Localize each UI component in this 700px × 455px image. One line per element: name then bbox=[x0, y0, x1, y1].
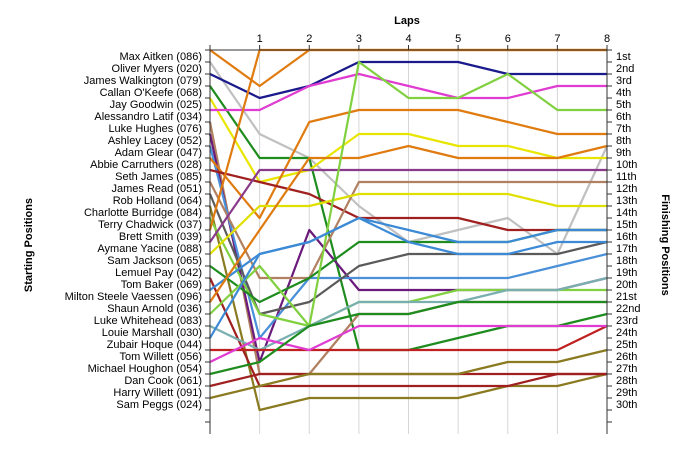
start-position-label: Tom Baker (069) bbox=[121, 279, 202, 291]
series-line bbox=[209, 324, 607, 363]
finish-position-label: 7th bbox=[616, 123, 631, 135]
x-tick-label: 4 bbox=[405, 33, 411, 45]
start-position-label: Max Aitken (086) bbox=[119, 51, 202, 63]
series-line bbox=[208, 205, 608, 412]
series-line bbox=[209, 144, 608, 303]
start-position-label: Adam Glear (047) bbox=[115, 147, 202, 159]
finish-position-label: 3rd bbox=[616, 75, 632, 87]
start-position-label: Brett Smith (039) bbox=[119, 231, 202, 243]
finish-position-label: 8th bbox=[616, 135, 631, 147]
finish-position-label: 2nd bbox=[616, 63, 634, 75]
finish-position-label: 12th bbox=[616, 183, 637, 195]
finish-position-label: 1st bbox=[616, 51, 631, 63]
series-line bbox=[209, 348, 608, 400]
finish-position-label: 9th bbox=[616, 147, 631, 159]
start-position-label: Shaun Arnold (036) bbox=[107, 303, 202, 315]
axis-layer: 1 2 3 4 5 6 7 8 Max Aitken (086)Oliver Myers (02… bbox=[65, 33, 640, 434]
finish-position-label: 6th bbox=[616, 111, 631, 123]
start-position-label: Sam Jackson (065) bbox=[107, 255, 202, 267]
series-line bbox=[209, 60, 607, 100]
finish-position-label: 29th bbox=[616, 387, 637, 399]
start-position-label: Luke Whitehead (083) bbox=[94, 315, 202, 327]
right-axis-title: Finishing Positions bbox=[659, 194, 671, 295]
finish-position-label: 10th bbox=[616, 159, 637, 171]
series-line bbox=[209, 168, 607, 243]
finish-position-label: 15th bbox=[616, 219, 637, 231]
x-tick-label: 7 bbox=[554, 33, 560, 45]
x-tick-label: 1 bbox=[257, 33, 263, 45]
x-tick-label: 8 bbox=[604, 33, 610, 45]
start-position-label: Seth James (085) bbox=[115, 171, 202, 183]
finish-position-label: 19th bbox=[616, 267, 637, 279]
start-position-label: Sam Peggs (024) bbox=[116, 399, 202, 411]
start-position-label: Alessandro Latif (034) bbox=[94, 111, 202, 123]
series-line bbox=[209, 180, 607, 280]
start-position-label: Tom Willett (056) bbox=[119, 351, 202, 363]
start-position-label: Louie Marshall (030) bbox=[102, 327, 202, 339]
series-line bbox=[209, 277, 607, 388]
finish-position-label: 26th bbox=[616, 351, 637, 363]
finish-position-label: 20th bbox=[616, 279, 637, 291]
series-line bbox=[208, 193, 608, 316]
start-position-label: Charlotte Burridge (084) bbox=[84, 207, 202, 219]
start-position-label: Rob Holland (064) bbox=[113, 195, 202, 207]
start-position-label: Abbie Carruthers (028) bbox=[90, 159, 202, 171]
start-position-label: Harry Willett (091) bbox=[113, 387, 202, 399]
finish-position-label: 23rd bbox=[616, 315, 638, 327]
finish-position-label: 4th bbox=[616, 87, 631, 99]
x-axis-title: Laps bbox=[394, 15, 420, 27]
finish-position-label: 11th bbox=[616, 171, 637, 183]
start-position-label: Jay Goodwin (025) bbox=[110, 99, 202, 111]
start-position-label: James Walkington (079) bbox=[84, 75, 202, 87]
finish-position-label: 24th bbox=[616, 327, 637, 339]
finish-position-label: 13th bbox=[616, 195, 637, 207]
start-position-label: Terry Chadwick (037) bbox=[98, 219, 202, 231]
x-tick-label: 6 bbox=[505, 33, 511, 45]
series-line bbox=[209, 97, 607, 184]
x-tick-label: 3 bbox=[356, 33, 362, 45]
start-position-label: Ashley Lacey (052) bbox=[108, 135, 202, 147]
series-line bbox=[209, 60, 607, 328]
finish-position-label: 18th bbox=[616, 255, 637, 267]
series-line bbox=[210, 72, 607, 112]
start-position-label: Oliver Myers (020) bbox=[112, 63, 202, 75]
start-position-label: Callan O'Keefe (068) bbox=[100, 87, 202, 99]
finish-position-label: 5th bbox=[616, 99, 631, 111]
x-tick-label: 2 bbox=[306, 33, 312, 45]
start-position-label: Zubair Hoque (044) bbox=[107, 339, 202, 351]
finish-position-label: 17th bbox=[616, 243, 637, 255]
finish-position-label: 27th bbox=[616, 363, 637, 375]
series-line bbox=[209, 216, 607, 339]
start-position-label: Michael Houghon (054) bbox=[88, 363, 202, 375]
finish-position-label: 21st bbox=[616, 291, 637, 303]
start-position-label: Dan Cook (061) bbox=[124, 375, 202, 387]
finish-position-label: 16th bbox=[616, 231, 637, 243]
finish-position-label: 14th bbox=[616, 207, 637, 219]
series-line bbox=[209, 300, 607, 376]
start-position-label: Lemuel Pay (042) bbox=[115, 267, 202, 279]
finish-position-label: 25th bbox=[616, 339, 637, 351]
x-tick-label: 5 bbox=[455, 33, 461, 45]
finish-position-label: 30th bbox=[616, 399, 637, 411]
finish-position-label: 22nd bbox=[616, 303, 640, 315]
start-position-label: Milton Steele Vaessen (096) bbox=[65, 291, 202, 303]
start-position-label: Aymane Yacine (088) bbox=[97, 243, 202, 255]
finish-position-label: 28th bbox=[616, 375, 637, 387]
series-layer bbox=[208, 48, 608, 412]
left-axis-title: Starting Positions bbox=[23, 198, 35, 292]
start-position-label: James Read (051) bbox=[112, 183, 203, 195]
start-position-label: Luke Hughes (076) bbox=[108, 123, 202, 135]
series-line bbox=[209, 168, 607, 232]
